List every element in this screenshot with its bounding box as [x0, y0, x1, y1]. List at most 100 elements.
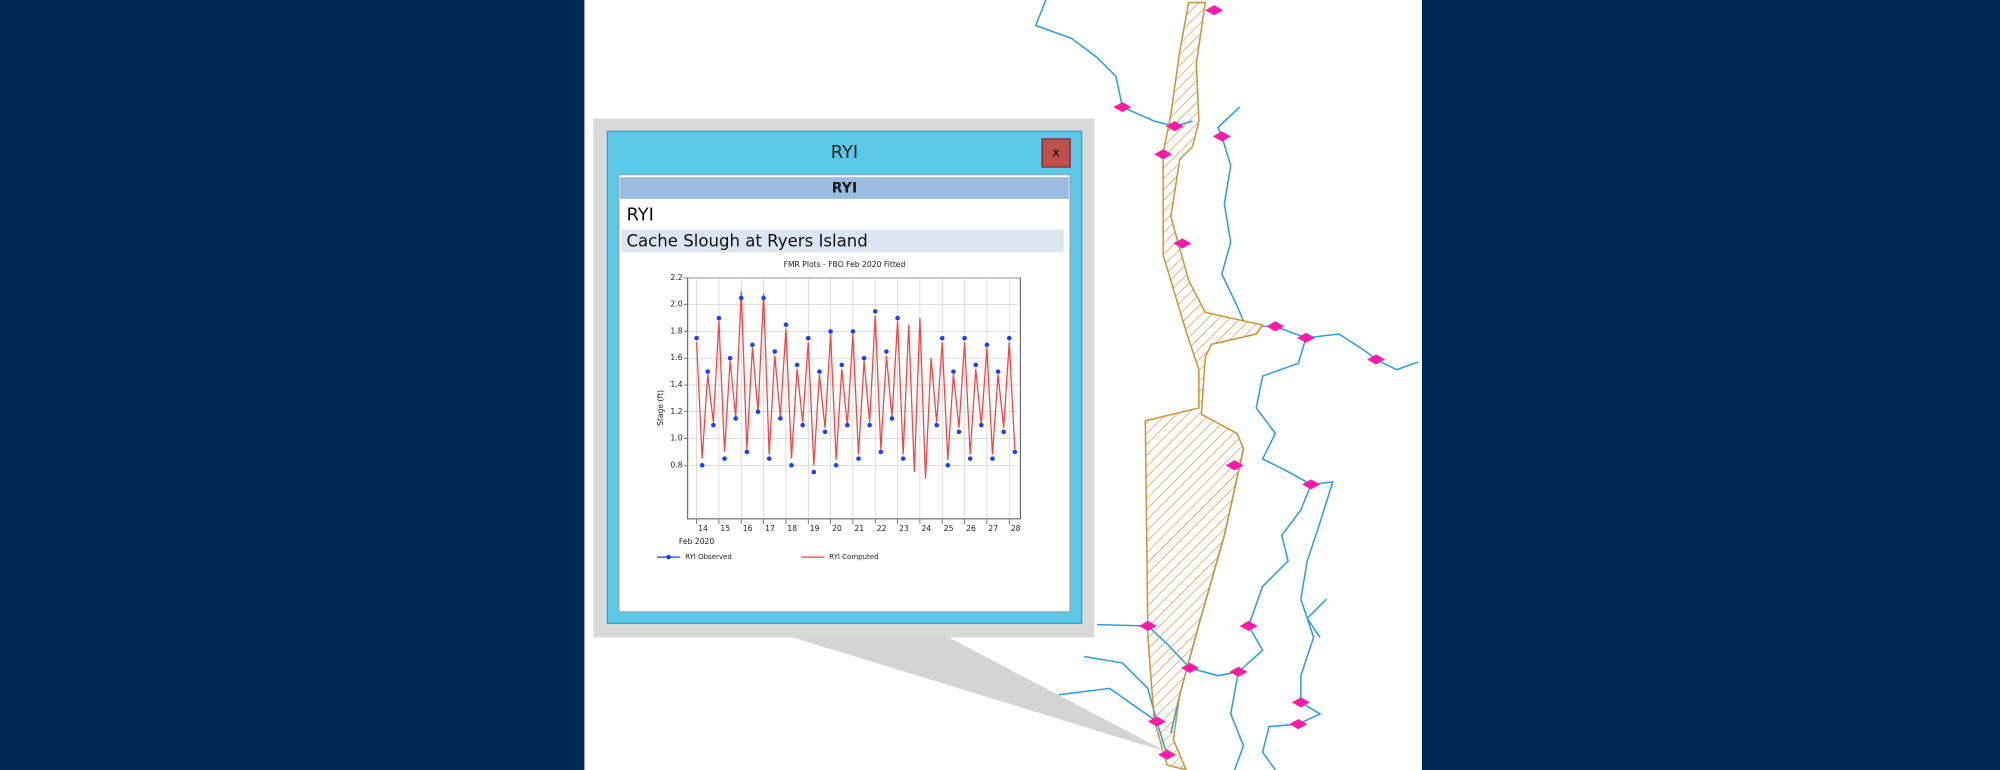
- y-tick-label: 1.2: [670, 407, 682, 416]
- data-point: [800, 422, 805, 428]
- y-tick-label: 2.2: [670, 273, 682, 282]
- x-tick-label: 19: [810, 524, 820, 533]
- data-point: [789, 463, 794, 468]
- data-point: [845, 422, 850, 428]
- panel-header: [620, 177, 1069, 199]
- close-label[interactable]: x: [1052, 145, 1060, 160]
- data-point: [967, 456, 973, 461]
- x-tick-label: 14: [698, 524, 708, 533]
- x-axis-label: Feb 2020: [679, 537, 714, 546]
- x-tick-label: 23: [899, 524, 909, 533]
- data-point: [945, 463, 951, 468]
- data-point: [1006, 335, 1012, 341]
- data-point: [861, 355, 867, 361]
- data-point: [750, 342, 755, 348]
- station-marker: [1289, 719, 1308, 730]
- x-tick-label: 20: [832, 524, 842, 533]
- data-point: [856, 456, 861, 461]
- data-point: [699, 463, 705, 468]
- data-point: [772, 349, 778, 354]
- data-point: [738, 295, 744, 301]
- data-point: [867, 422, 872, 428]
- data-point: [995, 369, 1001, 374]
- data-point: [951, 369, 956, 374]
- data-point: [962, 335, 967, 341]
- data-point: [828, 329, 833, 334]
- station-marker: [1181, 662, 1199, 674]
- data-point: [934, 422, 939, 428]
- data-point: [817, 369, 822, 374]
- data-point: [872, 309, 878, 314]
- legend-marker: [666, 554, 671, 560]
- data-point: [794, 362, 800, 368]
- data-point: [761, 295, 766, 301]
- data-point: [895, 315, 900, 321]
- station-marker: [1302, 479, 1320, 490]
- close-button[interactable]: [1041, 138, 1071, 168]
- station-row: [621, 229, 1064, 253]
- data-point: [1001, 429, 1006, 435]
- data-point: [878, 449, 884, 455]
- data-point: [716, 315, 722, 321]
- data-point: [778, 416, 783, 421]
- station-marker: [1367, 354, 1385, 365]
- window-title: RYI: [831, 142, 858, 163]
- data-point: [822, 429, 828, 435]
- data-point: [979, 422, 984, 428]
- data-point: [705, 369, 711, 374]
- x-tick-label: 26: [966, 524, 976, 533]
- data-point: [884, 349, 889, 354]
- data-point: [711, 422, 716, 428]
- data-point: [722, 456, 727, 461]
- station-marker: [1212, 131, 1231, 142]
- data-point: [900, 456, 906, 461]
- legend-label: RYI Computed: [829, 552, 878, 561]
- x-tick-label: 25: [944, 524, 954, 533]
- x-tick-label: 18: [787, 524, 797, 533]
- data-point: [1012, 449, 1018, 455]
- y-tick-label: 1.6: [670, 353, 682, 362]
- data-point: [889, 416, 895, 421]
- data-point: [990, 456, 995, 461]
- x-tick-label: 17: [765, 524, 775, 533]
- station-marker: [1225, 460, 1244, 471]
- y-tick-label: 0.8: [670, 460, 682, 469]
- data-point: [939, 335, 945, 341]
- station-name: Cache Slough at Ryers Island: [626, 232, 867, 251]
- data-point: [766, 456, 772, 461]
- station-marker: [1158, 749, 1176, 760]
- data-point: [805, 335, 811, 341]
- data-point: [973, 362, 979, 368]
- data-point: [694, 335, 699, 341]
- data-point: [956, 429, 962, 435]
- station-marker: [1229, 666, 1248, 677]
- station-marker: [1291, 697, 1310, 708]
- legend-label: RYI Observed: [685, 552, 732, 561]
- x-tick-label: 28: [1011, 524, 1021, 533]
- data-point: [755, 409, 761, 415]
- data-point: [744, 449, 750, 455]
- data-point: [833, 463, 839, 468]
- x-tick-label: 24: [921, 524, 931, 533]
- hatched-region: [1144, 1, 1264, 770]
- y-axis-label: Stage (ft): [656, 390, 665, 426]
- data-point: [811, 469, 817, 475]
- data-point: [839, 362, 845, 368]
- x-tick-label: 22: [877, 524, 887, 533]
- y-tick-label: 1.4: [670, 380, 682, 389]
- x-tick-label: 16: [743, 524, 753, 533]
- y-tick-label: 1.8: [670, 326, 682, 335]
- x-tick-label: 15: [720, 524, 730, 533]
- chart-title: FMR Plots - FBO Feb 2020 Fitted: [784, 260, 906, 269]
- data-point: [984, 342, 990, 348]
- chart: FMR Plots - FBO Feb 2020 Fitted Stage (f…: [656, 260, 1021, 561]
- x-tick-label: 21: [854, 524, 864, 533]
- data-point: [733, 416, 738, 421]
- y-tick-label: 1.0: [670, 434, 682, 443]
- data-point: [727, 355, 733, 361]
- data-line: [695, 291, 1016, 479]
- station-id: RYI: [626, 204, 653, 225]
- panel-header-text: RYI: [832, 181, 857, 197]
